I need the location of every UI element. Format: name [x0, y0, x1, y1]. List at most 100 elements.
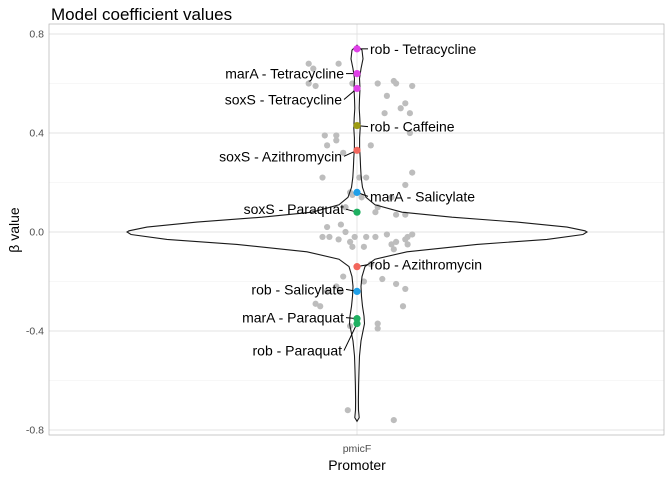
data-point: [363, 233, 370, 241]
data-point: [381, 110, 388, 117]
data-point: [402, 100, 409, 107]
panel-border: [48, 23, 665, 436]
data-point: [388, 241, 395, 248]
data-point: [399, 303, 407, 310]
point-label: marA - Salicylate: [370, 188, 475, 204]
point-label: rob - Caffeine: [370, 119, 455, 135]
data-point: [383, 92, 390, 99]
x-tick-label: pmicF: [343, 443, 372, 455]
data-point: [337, 221, 344, 228]
data-point: [402, 181, 409, 189]
data-point: [340, 149, 347, 156]
highlighted-point: [353, 84, 361, 93]
highlighted-points: [353, 45, 361, 328]
highlighted-point: [353, 45, 361, 53]
data-point: [406, 129, 413, 137]
point-labels: rob - Tetracycline marA - Tetracycline sox…: [219, 41, 482, 359]
point-label: marA - Tetracycline: [225, 66, 344, 82]
highlighted-point: [353, 315, 361, 323]
x-axis: pmicF: [343, 443, 372, 455]
data-point: [374, 320, 381, 327]
y-tick-label: 0.0: [29, 227, 44, 239]
data-point: [312, 300, 319, 307]
highlighted-point: [353, 188, 361, 196]
data-point: [305, 80, 312, 87]
data-point: [383, 231, 390, 238]
data-point: [397, 105, 404, 112]
y-axis-title: β value: [6, 207, 22, 253]
highlighted-point: [353, 263, 361, 271]
data-point: [388, 194, 395, 201]
data-point: [335, 60, 342, 67]
point-label: soxS - Paraquat: [244, 201, 344, 217]
data-point: [351, 233, 358, 241]
data-point: [324, 142, 331, 149]
data-point: [393, 238, 400, 245]
point-label: marA - Paraquat: [242, 310, 344, 326]
data-point: [319, 174, 326, 181]
point-label: rob - Azithromycin: [370, 257, 482, 273]
data-point: [333, 137, 340, 144]
highlighted-point: [353, 319, 361, 328]
data-point: [340, 273, 347, 280]
data-point: [390, 417, 397, 424]
data-point: [363, 174, 370, 181]
data-point: [344, 407, 351, 414]
data-point: [347, 238, 354, 245]
data-point: [342, 204, 349, 211]
data-point: [404, 233, 411, 241]
data-point: [374, 325, 381, 332]
data-point: [393, 211, 400, 218]
highlighted-point: [353, 146, 361, 154]
highlighted-point: [353, 287, 361, 295]
data-point: [372, 233, 379, 241]
data-point: [312, 82, 319, 90]
data-point: [335, 236, 342, 243]
y-tick-label: -0.8: [26, 425, 44, 437]
data-point: [326, 233, 333, 241]
violin-outline: [125, 44, 589, 423]
point-label: rob - Tetracycline: [370, 41, 477, 57]
highlighted-point: [353, 121, 361, 130]
y-tick-label: -0.4: [26, 326, 44, 338]
data-point: [409, 82, 416, 90]
data-point: [404, 241, 411, 248]
background-points: [305, 60, 416, 424]
data-point: [409, 169, 416, 176]
data-point: [360, 278, 367, 285]
y-tick-label: 0.8: [29, 29, 44, 41]
y-tick-label: 0.4: [29, 128, 44, 140]
data-point: [374, 80, 381, 87]
data-point: [337, 288, 344, 295]
data-point: [367, 261, 374, 268]
data-point: [333, 283, 340, 290]
x-axis-title: Promoter: [328, 457, 386, 473]
data-point: [319, 233, 326, 241]
data-point: [393, 280, 400, 288]
data-point: [305, 60, 312, 67]
data-point: [321, 132, 328, 139]
data-point: [317, 303, 324, 310]
data-point: [406, 110, 413, 117]
data-point: [372, 209, 379, 216]
data-point: [349, 243, 356, 250]
data-point: [402, 285, 409, 293]
label-leader-lines: [343, 48, 369, 351]
data-point: [333, 132, 340, 139]
data-point: [358, 194, 365, 201]
point-label: rob - Paraquat: [253, 343, 343, 359]
y-axis: -0.8 -0.4 0.0 0.4 0.8: [26, 29, 44, 437]
data-point: [342, 228, 349, 236]
data-point: [393, 80, 400, 87]
data-point: [409, 231, 416, 238]
highlighted-point: [353, 208, 361, 216]
leader-line: [343, 323, 358, 351]
data-point: [324, 288, 331, 295]
highlighted-point: [353, 70, 361, 78]
point-label: soxS - Azithromycin: [219, 148, 342, 164]
chart-title: Model coefficient values: [51, 5, 232, 24]
point-label: rob - Salicylate: [251, 281, 344, 297]
data-point: [310, 65, 317, 72]
data-point: [390, 246, 397, 253]
